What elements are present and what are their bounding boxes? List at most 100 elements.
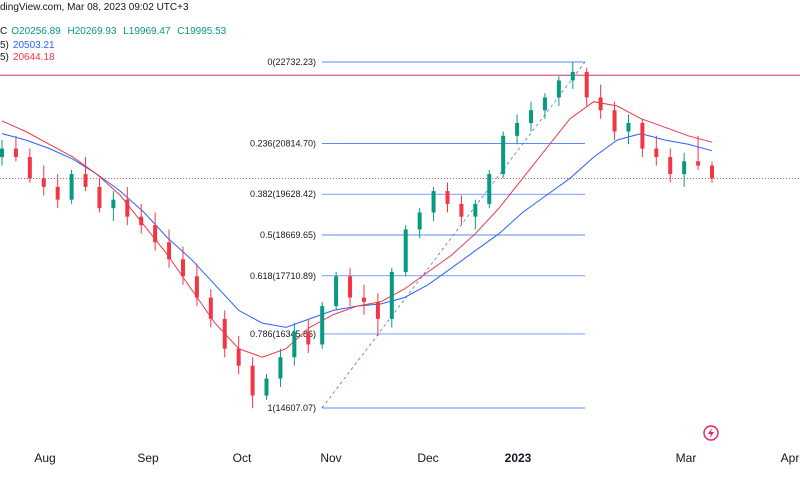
candle	[13, 135, 18, 162]
candle-body	[542, 97, 547, 111]
candle	[41, 165, 46, 196]
candle	[417, 208, 422, 238]
candle-body	[361, 297, 366, 302]
candle-body	[236, 348, 241, 366]
ohlc-close: C19995.53	[177, 26, 227, 37]
candle	[612, 101, 617, 141]
candle	[626, 114, 631, 145]
candle-body	[13, 148, 18, 158]
candle-body	[612, 110, 617, 132]
candle	[570, 62, 575, 89]
candle-body	[556, 80, 561, 98]
lightning-icon-circle	[703, 425, 719, 441]
candle-body	[668, 157, 673, 175]
candle	[236, 335, 241, 375]
ma-blue-line	[1, 133, 713, 328]
candle	[584, 67, 589, 106]
x-axis-label: Apr	[781, 451, 800, 465]
x-axis-label: Sep	[137, 451, 159, 465]
candle-body	[320, 306, 325, 345]
ohlc-open-label: C	[0, 26, 8, 37]
candle	[139, 203, 144, 234]
ohlc-open: O20256.89	[11, 26, 61, 37]
candle	[529, 101, 534, 132]
candle-body	[292, 331, 297, 358]
candle-body	[334, 276, 339, 307]
candle	[403, 225, 408, 277]
candle-body	[417, 212, 422, 230]
candle	[55, 174, 60, 209]
candle-body	[264, 378, 269, 396]
candle-body	[626, 122, 631, 132]
candle	[501, 131, 506, 179]
fib-label: 0.786(16345.86)	[250, 329, 316, 339]
candle	[222, 310, 227, 358]
candle-body	[570, 71, 575, 81]
lightning-icon-bolt	[708, 428, 714, 438]
candle-body	[515, 122, 520, 136]
candle-body	[654, 148, 659, 158]
candle	[111, 191, 116, 221]
candle	[153, 212, 158, 251]
candle	[97, 178, 102, 213]
fib-label: 0.382(19628.42)	[250, 189, 316, 199]
ma-blue-label: 5)	[0, 40, 9, 51]
candle	[292, 323, 297, 366]
fib-label: 0.236(20814.70)	[250, 139, 316, 149]
candle-body	[180, 259, 185, 277]
candle	[389, 267, 394, 328]
lightning-icon[interactable]	[703, 425, 719, 441]
ohlc-low: L19969.47	[123, 26, 171, 37]
candle-body	[348, 276, 353, 298]
x-axis-label: Mar	[676, 451, 697, 465]
candle-body	[27, 157, 32, 179]
candle	[180, 246, 185, 285]
candle	[278, 348, 283, 388]
ma-blue-value: 20503.21	[12, 40, 55, 51]
header-ma-red: 5) 20644.18	[0, 52, 59, 63]
x-axis: Aug Sep Oct Nov Dec 2023 Mar Apr	[34, 451, 799, 465]
candle	[431, 186, 436, 221]
header-source-text: dingView.com, Mar 08, 2023 09:02 UTC+3	[0, 2, 189, 13]
x-axis-label: Aug	[34, 451, 55, 465]
candle-body	[598, 97, 603, 111]
candle-body	[403, 229, 408, 273]
candle-body	[375, 301, 380, 319]
candle-body	[222, 318, 227, 349]
candle	[598, 84, 603, 119]
candle-body	[431, 191, 436, 213]
candle-body	[278, 357, 283, 379]
x-axis-label: Dec	[417, 451, 438, 465]
candle-body	[41, 178, 46, 187]
candle	[710, 161, 714, 183]
candle-body	[97, 186, 102, 209]
candle	[334, 272, 339, 311]
candle-body	[194, 276, 199, 298]
ma-red-label: 5)	[0, 52, 9, 63]
candle-body	[473, 203, 478, 217]
candle	[445, 182, 450, 213]
candle	[640, 118, 645, 158]
candle	[167, 229, 172, 268]
candle-body	[529, 110, 534, 123]
candle	[0, 140, 4, 166]
fibonacci-layer: 0(22732.23) 0.236(20814.70) 0.382(19628.42…	[250, 57, 586, 413]
candle	[125, 186, 130, 226]
candle-body	[111, 199, 116, 209]
candle-layer	[0, 62, 714, 409]
candle	[69, 169, 74, 204]
candle	[459, 195, 464, 226]
fib-trend-line	[321, 61, 586, 409]
candle-body	[0, 148, 4, 158]
header-source: dingView.com, Mar 08, 2023 09:02 UTC+3	[0, 2, 193, 13]
x-axis-label: Oct	[233, 451, 252, 465]
moving-average-layer	[1, 101, 713, 358]
candle-body	[153, 225, 158, 243]
candle-body	[584, 71, 589, 98]
candle	[668, 148, 673, 183]
x-axis-label: Nov	[320, 451, 341, 465]
fib-label: 0.618(17710.89)	[250, 271, 316, 281]
candle-body	[208, 297, 213, 319]
candle-body	[501, 135, 506, 175]
